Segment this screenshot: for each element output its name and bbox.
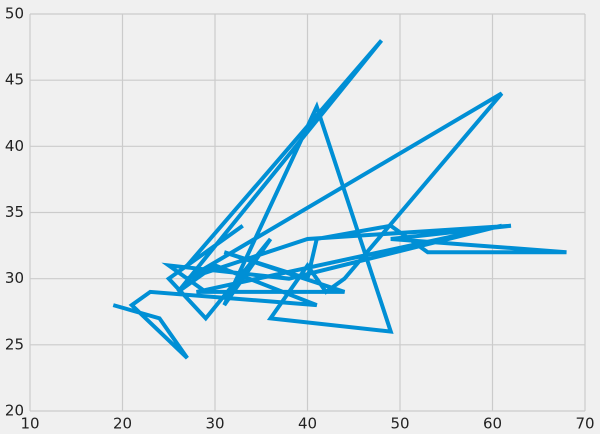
y-tick-label: 30 bbox=[5, 269, 24, 287]
y-tick-label: 45 bbox=[5, 71, 24, 89]
x-tick-label: 40 bbox=[298, 415, 317, 433]
x-tick-label: 30 bbox=[205, 415, 224, 433]
y-tick-label: 25 bbox=[5, 335, 24, 353]
y-tick-label: 35 bbox=[5, 203, 24, 221]
x-tick-label: 60 bbox=[483, 415, 502, 433]
x-tick-label: 10 bbox=[20, 415, 39, 433]
y-tick-label: 50 bbox=[5, 5, 24, 23]
y-tick-label: 20 bbox=[5, 402, 24, 420]
y-tick-label: 40 bbox=[5, 137, 24, 155]
data-line bbox=[112, 39, 567, 360]
x-tick-label: 50 bbox=[390, 415, 409, 433]
x-tick-label: 20 bbox=[113, 415, 132, 433]
x-tick-label: 70 bbox=[575, 415, 594, 433]
